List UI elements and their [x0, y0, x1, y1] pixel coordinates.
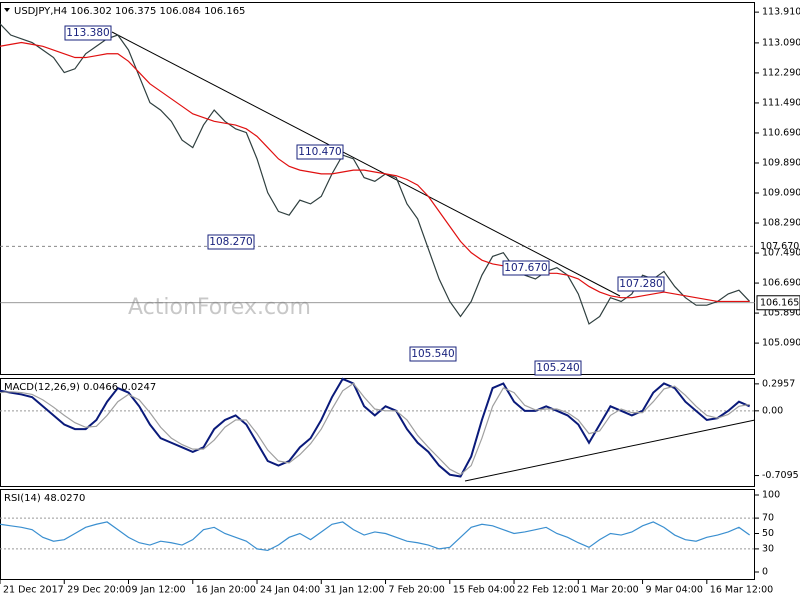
level-label: 107.670 [760, 241, 799, 252]
annotation-box [617, 276, 665, 292]
panel-frame [0, 2, 755, 375]
menu-triangle [4, 8, 10, 12]
x-tick-label: 22 Feb 12:00 [517, 585, 579, 596]
y-tick-label: 109.890 [762, 157, 800, 168]
panel-frame [0, 378, 755, 487]
panel-title: USDJPY,H4 106.302 106.375 106.084 106.16… [14, 6, 245, 17]
annotation-label: 108.270 [209, 236, 252, 248]
watermark: ActionForex.com [128, 295, 311, 320]
annotation-label: 107.670 [504, 262, 547, 274]
x-tick-label: 9 Mar 04:00 [646, 585, 703, 596]
annotation-box [296, 144, 344, 160]
annotation-box [207, 234, 255, 250]
annotation-box [534, 360, 582, 376]
annotation-label: 105.240 [536, 362, 579, 374]
y-tick-label: 30 [762, 543, 774, 554]
y-tick-label: 110.690 [762, 127, 800, 138]
y-tick-label: 113.090 [762, 37, 800, 48]
y-tick-label: 100 [762, 490, 780, 501]
y-tick-label: -0.7095 [762, 470, 799, 481]
x-tick-label: 16 Mar 12:00 [710, 585, 773, 596]
trendline [111, 31, 621, 297]
x-tick-label: 29 Dec 20:00 [67, 585, 131, 596]
annotation-box [409, 346, 457, 362]
series-line [0, 23, 751, 325]
series-line [0, 382, 750, 476]
y-tick-label: 109.090 [762, 188, 800, 199]
y-tick-label: 105.890 [762, 308, 800, 319]
panel-title: RSI(14) 48.0270 [4, 493, 85, 504]
annotation-label: 105.540 [411, 348, 454, 360]
panel-frame [0, 489, 755, 580]
series-line [0, 377, 751, 478]
series-line [0, 41, 750, 303]
y-tick-label: 107.490 [762, 248, 800, 259]
y-tick-label: 70 [762, 513, 774, 524]
annotation-label: 113.380 [66, 27, 109, 39]
x-tick-label: 15 Feb 04:00 [453, 585, 515, 596]
series-line [0, 521, 750, 552]
x-tick-label: 24 Jan 04:00 [260, 585, 320, 596]
x-tick-label: 31 Jan 12:00 [324, 585, 384, 596]
x-tick-label: 1 Mar 20:00 [581, 585, 638, 596]
level-box [756, 295, 800, 311]
y-tick-label: 0.00 [762, 405, 783, 416]
y-tick-label: 105.090 [762, 338, 800, 349]
y-tick-label: 106.690 [762, 278, 800, 289]
annotation-label: 107.280 [619, 278, 662, 290]
y-tick-label: 112.290 [762, 67, 800, 78]
x-tick-label: 7 Feb 20:00 [389, 585, 445, 596]
annotation-label: 110.470 [298, 146, 341, 158]
x-tick-label: 21 Dec 2017 [3, 585, 64, 596]
trendline [464, 419, 756, 482]
annotation-box [502, 260, 550, 276]
y-tick-label: 0 [762, 566, 768, 577]
y-tick-label: 0.2957 [762, 378, 795, 389]
annotation-box [64, 25, 112, 41]
level-label: 106.165 [760, 297, 799, 308]
y-tick-label: 50 [762, 528, 774, 539]
panel-title: MACD(12,26,9) 0.0466 0.0247 [4, 382, 156, 393]
y-tick-label: 108.290 [762, 218, 800, 229]
y-tick-label: 113.910 [762, 7, 800, 18]
x-tick-label: 16 Jan 20:00 [196, 585, 256, 596]
y-tick-label: 111.490 [762, 97, 800, 108]
x-tick-label: 9 Jan 12:00 [132, 585, 186, 596]
